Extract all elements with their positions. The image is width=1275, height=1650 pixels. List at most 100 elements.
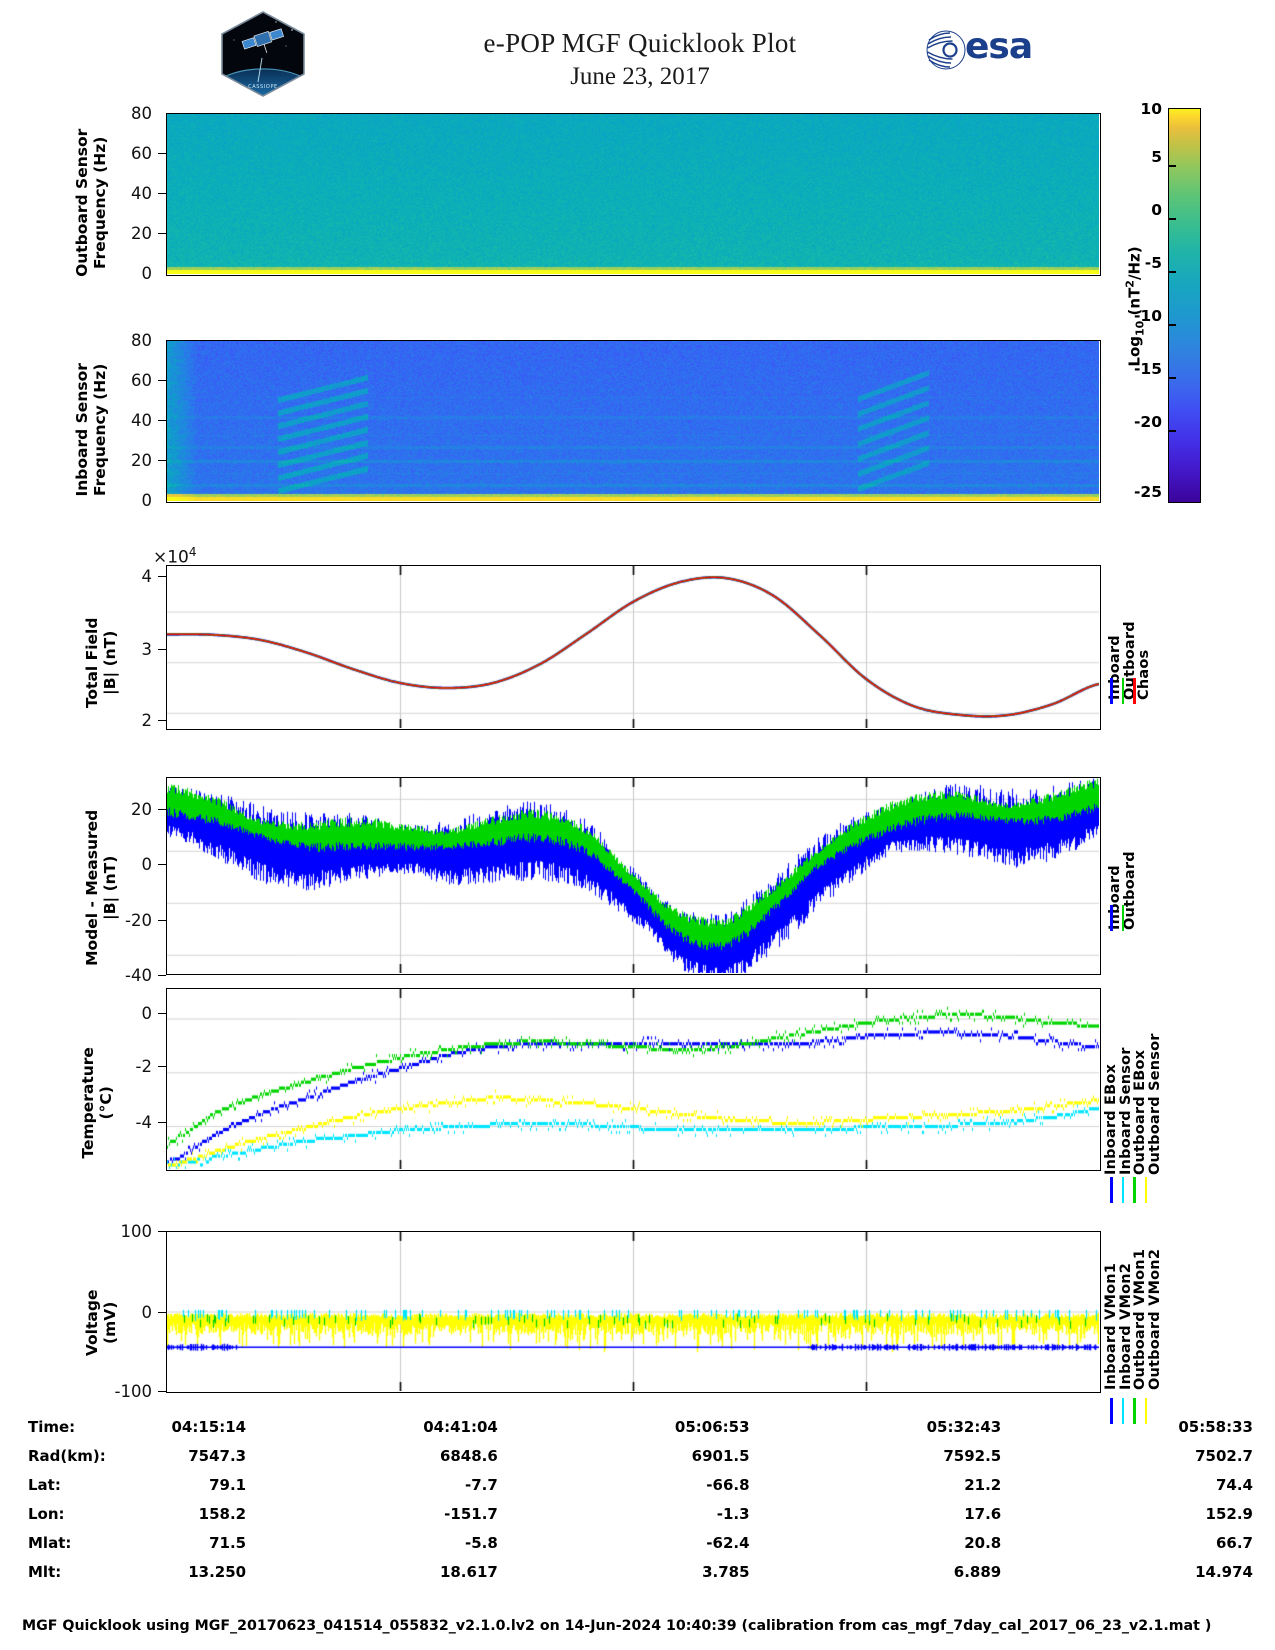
- table-cell: 20.8: [964, 1533, 1002, 1552]
- ytick: 20: [131, 451, 152, 470]
- ytick: 100: [120, 1222, 153, 1241]
- esa-logo: [926, 30, 966, 70]
- ytick: 20: [131, 224, 152, 243]
- ytick: 40: [131, 411, 152, 430]
- ytick: 0: [141, 1004, 153, 1023]
- table-cell: 71.5: [209, 1533, 247, 1552]
- ytick: -100: [114, 1382, 152, 1401]
- total-field-multiplier: ×104: [153, 545, 197, 568]
- table-cell: -7.7: [465, 1475, 498, 1494]
- table-cell: 17.6: [964, 1504, 1002, 1523]
- table-cell: 152.9: [1205, 1504, 1253, 1523]
- total-field-legend-swatches: [1110, 678, 1145, 704]
- table-cell: 05:06:53: [674, 1417, 750, 1436]
- colorbar-tick-5: -15: [1133, 360, 1162, 378]
- voltage-legend-labels: Inboard VMon1 Inboard VMon2 Outboard VMo…: [1103, 1240, 1163, 1390]
- legend-label: Inboard VMon1: [1103, 1262, 1119, 1390]
- table-cell: -66.8: [706, 1475, 750, 1494]
- legend-label: Inboard VMon2: [1117, 1262, 1134, 1390]
- table-row: Mlat: 71.5 -5.8 -62.4 20.8 66.7: [28, 1528, 1253, 1557]
- table-cell: 6848.6: [439, 1446, 498, 1465]
- table-row: Lon: 158.2 -151.7 -1.3 17.6 152.9: [28, 1499, 1253, 1528]
- table-cell: 6901.5: [691, 1446, 750, 1465]
- table-row-label: Lat:: [28, 1475, 61, 1494]
- ytick: -4: [135, 1113, 152, 1132]
- table-row: Mlt: 13.250 18.617 3.785 6.889 14.974: [28, 1557, 1253, 1586]
- model-measured-plot: [166, 777, 1101, 975]
- table-cell: 7502.7: [1195, 1446, 1253, 1465]
- ytick: 4: [141, 567, 153, 586]
- legend-label: Outboard VMon2: [1146, 1248, 1163, 1390]
- multiplier-base: ×10: [153, 547, 189, 568]
- table-cell: -1.3: [716, 1504, 750, 1523]
- table-row-label: Mlt:: [28, 1562, 62, 1581]
- table-cell: 14.974: [1195, 1562, 1253, 1581]
- table-cell: 79.1: [209, 1475, 247, 1494]
- table-cell: 158.2: [198, 1504, 247, 1523]
- table-cell: 04:41:04: [423, 1417, 498, 1436]
- esa-logo-text: esa: [965, 26, 1033, 67]
- ytick: 0: [141, 264, 153, 283]
- ytick: 0: [141, 1303, 153, 1322]
- legend-label: Outboard EBox: [1132, 1049, 1148, 1175]
- temperature-legend-swatches: [1110, 1177, 1156, 1203]
- ytick: 60: [131, 144, 152, 163]
- colorbar-tick-1: 5: [1151, 148, 1162, 166]
- table-cell: 04:15:14: [171, 1417, 247, 1436]
- page-title: e-POP MGF Quicklook Plot June 23, 2017: [330, 28, 950, 92]
- table-row-label: Mlat:: [28, 1533, 72, 1552]
- table-cell: 05:32:43: [926, 1417, 1002, 1436]
- legend-label: Outboard VMon1: [1132, 1248, 1148, 1390]
- voltage-legend-swatches: [1110, 1398, 1156, 1424]
- table-cell: 13.250: [188, 1562, 247, 1581]
- footer-provenance-note: MGF Quicklook using MGF_20170623_041514_…: [22, 1618, 1212, 1634]
- ytick: -2: [135, 1057, 152, 1076]
- inboard-spectrogram-plot: [166, 340, 1101, 503]
- table-cell: 18.617: [439, 1562, 498, 1581]
- legend-label: Outboard Sensor: [1146, 1033, 1163, 1175]
- ephemeris-table: Time: 04:15:14 04:41:04 05:06:53 05:32:43 05:…: [28, 1412, 1253, 1586]
- table-row: Lat: 79.1 -7.7 -66.8 21.2 74.4: [28, 1470, 1253, 1499]
- colorbar-tick-2: 0: [1151, 201, 1162, 219]
- legend-label: Inboard EBox: [1103, 1063, 1119, 1175]
- table-cell: -62.4: [706, 1533, 750, 1552]
- table-row: Time: 04:15:14 04:41:04 05:06:53 05:32:43 05:…: [28, 1412, 1253, 1441]
- outboard-spectrogram-plot: [166, 113, 1101, 276]
- ytick: 20: [131, 800, 152, 819]
- table-row: Rad(km): 7547.3 6848.6 6901.5 7592.5 7502.7: [28, 1441, 1253, 1470]
- table-row-label: Lon:: [28, 1504, 65, 1523]
- ytick: 80: [131, 331, 152, 350]
- temperature-plot: [166, 988, 1101, 1171]
- colorbar-tick-3: -5: [1144, 254, 1162, 272]
- table-cell: -5.8: [465, 1533, 498, 1552]
- ytick: 60: [131, 371, 152, 390]
- ytick: -20: [125, 911, 152, 930]
- title-subtitle-text: June 23, 2017: [570, 63, 710, 91]
- legend-label: Inboard Sensor: [1117, 1047, 1134, 1175]
- svg-text:CASSIOPE: CASSIOPE: [248, 84, 278, 90]
- temperature-legend-labels: Inboard EBox Inboard Sensor Outboard EBo…: [1103, 1010, 1163, 1175]
- ytick: -40: [125, 966, 152, 985]
- table-row-label: Time:: [28, 1417, 76, 1436]
- table-cell: 7547.3: [188, 1446, 247, 1465]
- ytick: 3: [141, 640, 153, 659]
- total-field-plot: [166, 565, 1101, 730]
- table-cell: 6.889: [953, 1562, 1002, 1581]
- table-cell: 66.7: [1215, 1533, 1253, 1552]
- colorbar: [1168, 108, 1201, 503]
- page-header: CASSIOPE e-POP MGF Quicklook Plot June 2…: [0, 0, 1275, 105]
- ytick: 0: [141, 855, 153, 874]
- ytick: 0: [141, 491, 153, 510]
- table-cell: 3.785: [702, 1562, 750, 1581]
- table-row-label: Rad(km):: [28, 1446, 106, 1465]
- ytick: 80: [131, 104, 152, 123]
- ytick: 40: [131, 184, 152, 203]
- table-cell: 05:58:33: [1178, 1417, 1253, 1436]
- colorbar-tick-0: 10: [1140, 100, 1162, 118]
- model-measured-legend-swatches: [1110, 905, 1133, 931]
- voltage-plot: [166, 1231, 1101, 1393]
- table-cell: 7592.5: [943, 1446, 1002, 1465]
- colorbar-tick-4: -10: [1133, 307, 1162, 325]
- multiplier-exponent: 4: [188, 545, 197, 559]
- temperature-ylabel: Temperature (°C): [79, 1047, 115, 1159]
